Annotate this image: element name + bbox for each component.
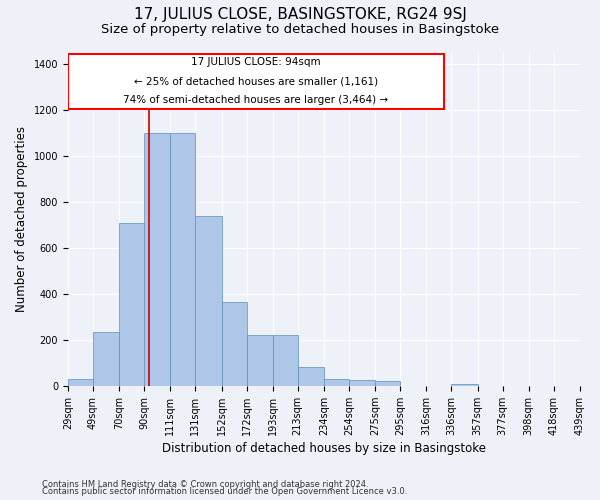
Text: Size of property relative to detached houses in Basingstoke: Size of property relative to detached ho… xyxy=(101,22,499,36)
Bar xyxy=(196,216,221,386)
Bar xyxy=(247,336,273,386)
Text: Contains public sector information licensed under the Open Government Licence v3: Contains public sector information licen… xyxy=(42,487,407,496)
Bar xyxy=(170,133,196,386)
Text: ← 25% of detached houses are smaller (1,161): ← 25% of detached houses are smaller (1,… xyxy=(134,76,378,86)
Y-axis label: Number of detached properties: Number of detached properties xyxy=(15,126,28,312)
Bar xyxy=(451,384,478,386)
Bar xyxy=(144,133,170,386)
FancyBboxPatch shape xyxy=(68,54,444,109)
Bar xyxy=(68,379,93,386)
Bar xyxy=(119,222,144,386)
Bar xyxy=(324,379,349,386)
Bar xyxy=(273,336,298,386)
Text: 17 JULIUS CLOSE: 94sqm: 17 JULIUS CLOSE: 94sqm xyxy=(191,57,320,67)
Bar xyxy=(375,381,400,386)
Text: Contains HM Land Registry data © Crown copyright and database right 2024.: Contains HM Land Registry data © Crown c… xyxy=(42,480,368,489)
Bar xyxy=(298,368,324,386)
Bar xyxy=(93,332,119,386)
Bar xyxy=(221,302,247,386)
Bar xyxy=(349,380,375,386)
X-axis label: Distribution of detached houses by size in Basingstoke: Distribution of detached houses by size … xyxy=(162,442,486,455)
Text: 74% of semi-detached houses are larger (3,464) →: 74% of semi-detached houses are larger (… xyxy=(124,94,388,104)
Text: 17, JULIUS CLOSE, BASINGSTOKE, RG24 9SJ: 17, JULIUS CLOSE, BASINGSTOKE, RG24 9SJ xyxy=(134,8,466,22)
